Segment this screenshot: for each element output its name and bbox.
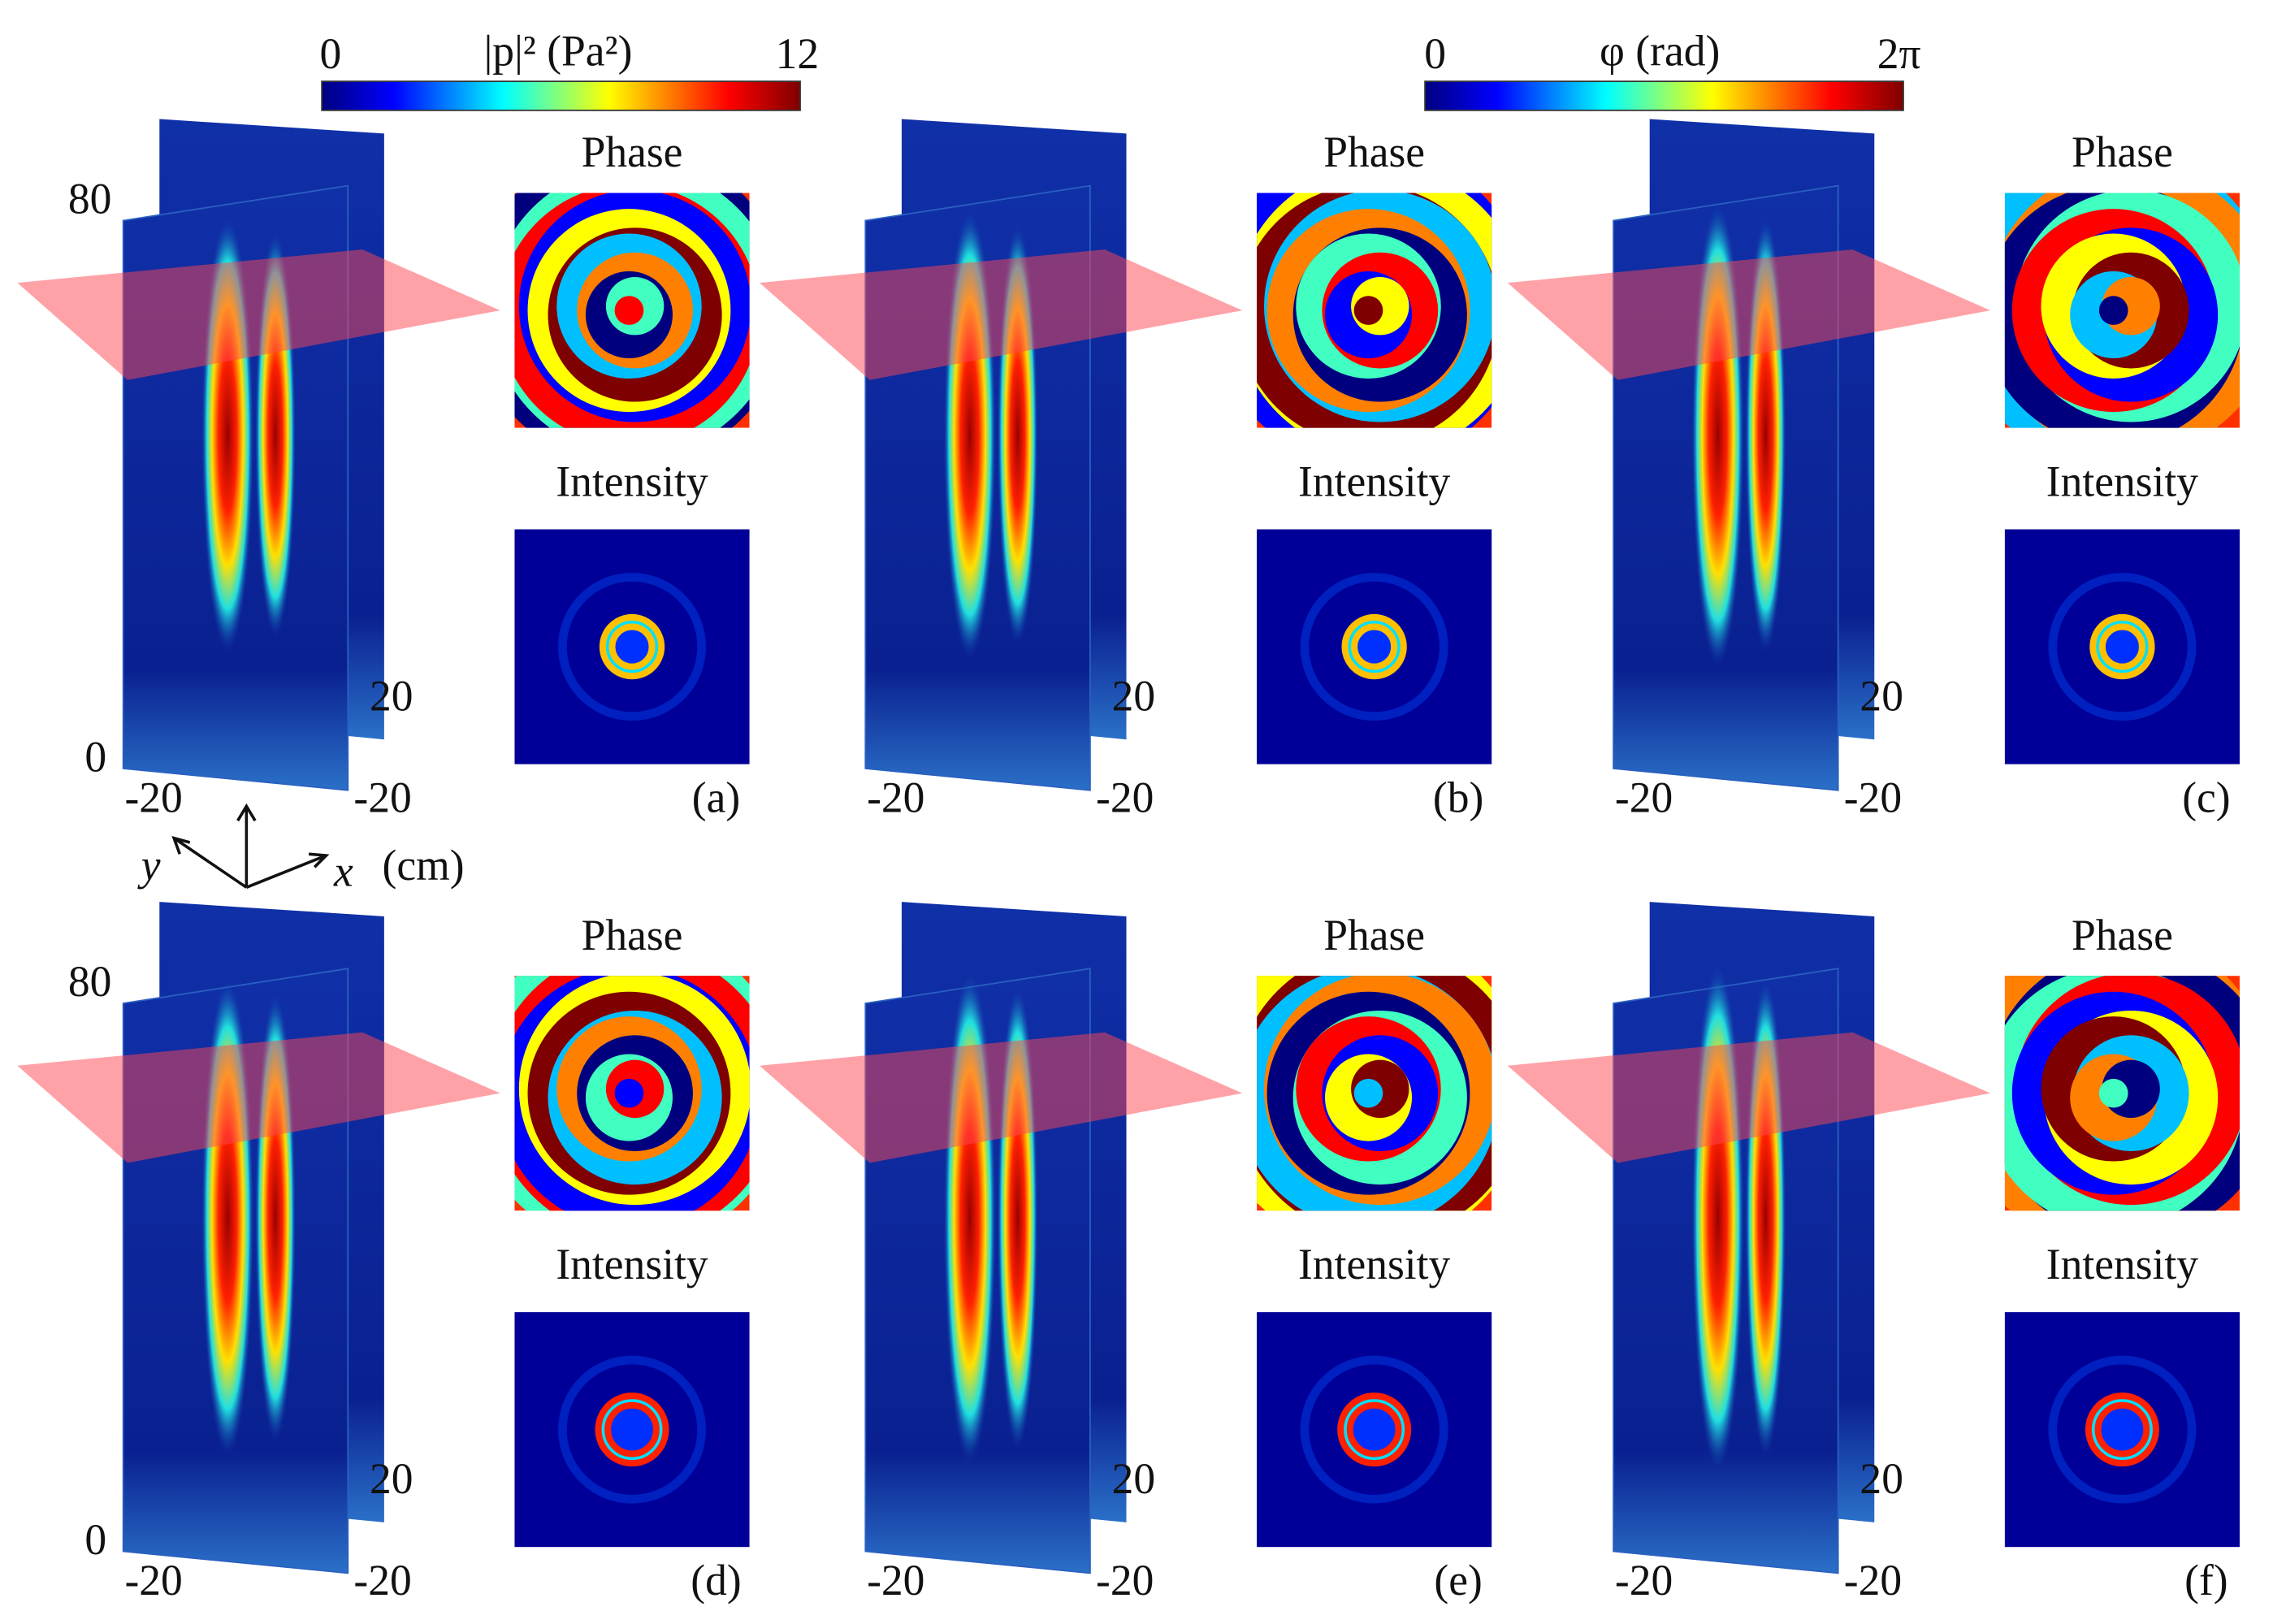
axis-tick-label: 20 [370,1454,413,1503]
colorbar-gradient [321,80,801,111]
panel: Phase Intensity 80 0 -20 20 -20 (d) [17,902,750,1605]
intensity-title: Intensity [2046,457,2199,505]
axis-tick-label: -20 [124,1556,182,1605]
phase-image [2004,976,2240,1211]
colorbar-label: |p|² (Pa²) [484,26,633,75]
panel-label: (b) [1433,773,1483,821]
phase-image [1257,193,1492,428]
axis-tick-label: -20 [353,773,411,821]
phase-title: Phase [2072,128,2173,176]
panel: Phase Intensity -20 20 -20 (e) [760,902,1492,1605]
phase-image [514,193,750,428]
phase-title: Phase [2072,911,2173,959]
unit-label: (cm) [383,841,465,890]
axis-tick-label: 20 [1860,671,1903,720]
axis-tick-label: -20 [353,1556,411,1605]
intensity-title: Intensity [556,457,708,505]
colorbar-max: 2π [1877,29,1921,78]
colorbar-max: 12 [776,29,820,78]
z-tick-label: 0 [84,1515,106,1564]
z-tick-label: 80 [68,957,112,1006]
phase-title: Phase [1323,911,1425,959]
axis-tick-label: 20 [1112,1454,1156,1503]
phase-image [2004,193,2240,428]
phase-ring [2098,296,2128,325]
intensity-ring-inner [605,620,659,673]
phase-title: Phase [582,128,683,176]
intensity-ring-inner [2091,1399,2153,1461]
panel-label: (f) [2184,1556,2228,1605]
phase-ring [2098,1078,2128,1108]
panel: Phase Intensity -20 20 -20 (b) [760,119,1492,821]
beam-streak [1691,964,1744,1472]
intensity-title: Intensity [2046,1240,2199,1288]
intensity-ring-inner [601,1399,663,1461]
phase-title: Phase [1323,128,1425,176]
axis-tick-label: -20 [1615,1556,1673,1605]
arrow-head [308,852,330,868]
y-label: y [137,841,161,890]
panel-label: (e) [1434,1556,1482,1605]
axis-tick-label: -20 [124,773,182,821]
colorbar-gradient [1424,80,1904,111]
intensity-title: Intensity [1298,1240,1451,1288]
axis-indicator [171,803,330,889]
axis-tick-label: -20 [1096,1556,1154,1605]
axis-tick-label: -20 [867,773,924,821]
phase-ring [1353,296,1383,325]
panel-label: (d) [691,1556,741,1605]
phase-ring [614,296,644,325]
panel: Phase Intensity -20 20 -20 (f) [1507,902,2240,1605]
colorbar: 0 φ (rad) 2π [1424,26,1921,111]
panel-label: (c) [2182,773,2230,821]
phase-image [514,976,750,1211]
slice-plane [760,249,1243,380]
axis-tick-label: -20 [867,1556,924,1605]
intensity-halo [1300,1355,1448,1504]
panel: Phase Intensity -20 20 -20 (c) [1507,119,2240,821]
z-tick-label: 80 [68,174,112,223]
colorbar-label: φ (rad) [1600,26,1720,75]
intensity-halo [558,1355,707,1504]
axis-tick-label: 20 [1112,671,1156,720]
arrow-head [171,835,191,855]
slice-plane [1507,249,1991,380]
panel-label: (a) [692,773,740,821]
intensity-halo [2048,1355,2197,1504]
y-arrow [173,837,248,889]
intensity-halo [2048,573,2197,721]
phase-ring [1353,1078,1383,1108]
intensity-ring-inner [2096,620,2149,673]
slice-plane [17,1032,500,1163]
phase-ring [614,1078,644,1108]
axis-tick-label: 20 [370,671,413,720]
arrow-head [236,803,257,822]
intensity-title: Intensity [556,1240,708,1288]
axis-tick-label: 20 [1860,1454,1903,1503]
intensity-halo [558,573,707,721]
x-arrow [245,854,327,889]
axis-tick-label: -20 [1844,1556,1902,1605]
intensity-title: Intensity [1298,457,1451,505]
axis-tick-label: -20 [1615,773,1673,821]
axis-tick-label: -20 [1096,773,1154,821]
panel: Phase Intensity 80 0 -20 20 -20 (a) [17,119,750,821]
phase-title: Phase [582,911,683,959]
slice-plane [760,1032,1243,1163]
colorbar: 0 |p|² (Pa²) 12 [319,26,820,111]
intensity-ring-inner [1348,620,1401,673]
colorbar-min: 0 [319,29,341,78]
slice-plane [1507,1032,1991,1163]
x-label: x [333,847,353,895]
colorbar-min: 0 [1424,29,1446,78]
z-tick-label: 0 [84,732,106,781]
intensity-halo [1300,573,1448,721]
phase-image [1257,976,1492,1211]
axis-tick-label: -20 [1844,773,1902,821]
intensity-ring-inner [1344,1399,1405,1461]
slice-plane [17,249,500,380]
